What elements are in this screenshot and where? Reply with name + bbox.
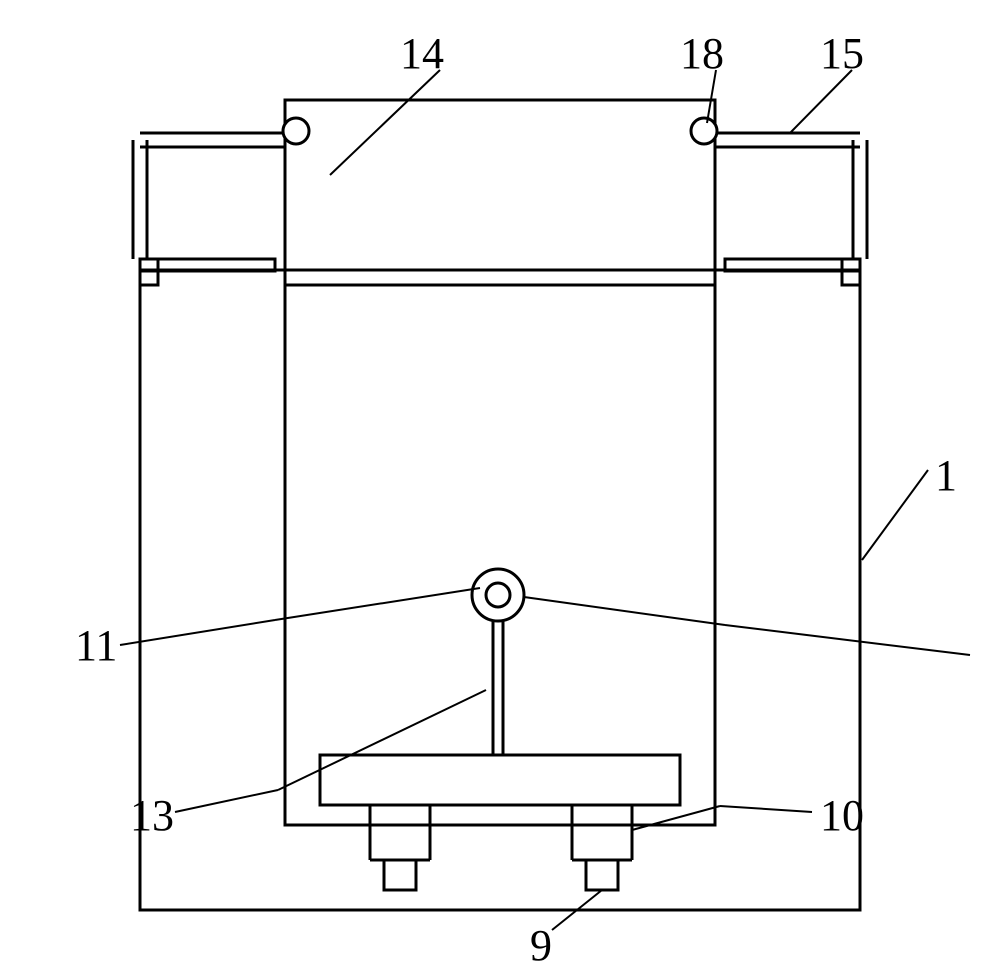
- right-ball: [691, 118, 717, 144]
- label-9: 9: [530, 921, 552, 970]
- left-ball: [283, 118, 309, 144]
- label-14: 14: [400, 29, 444, 78]
- sensor-inner: [486, 583, 510, 607]
- label-13: 13: [130, 791, 174, 840]
- label-11: 11: [75, 621, 117, 670]
- label-15: 15: [820, 29, 864, 78]
- label-1: 1: [935, 451, 957, 500]
- label-10: 10: [820, 791, 864, 840]
- label-18: 18: [680, 29, 724, 78]
